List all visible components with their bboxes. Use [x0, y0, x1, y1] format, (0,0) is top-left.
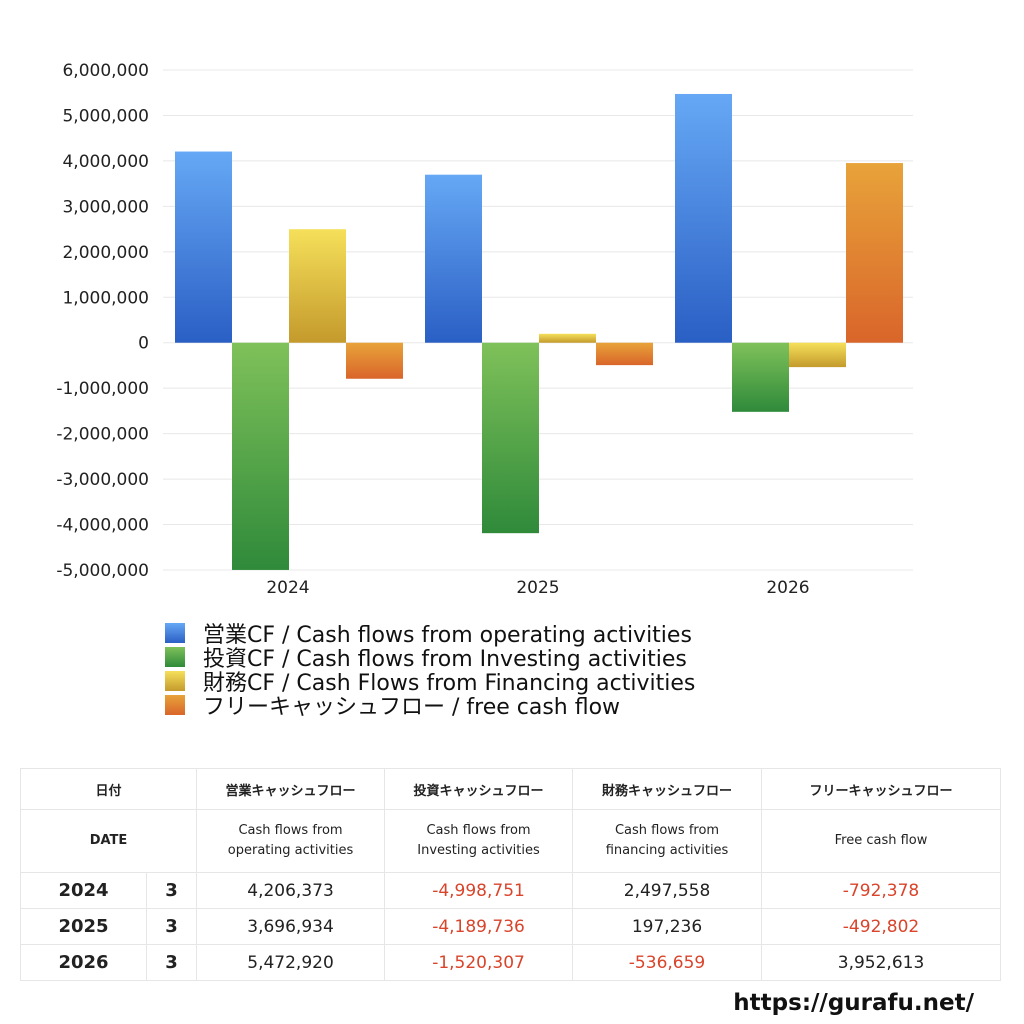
- y-tick-label: -1,000,000: [56, 379, 149, 399]
- x-tick-label: 2026: [766, 578, 809, 598]
- legend-item-financing[interactable]: 財務CF / Cash Flows from Financing activit…: [165, 669, 695, 696]
- x-tick-label: 2024: [266, 578, 309, 598]
- header-investing-en-line2: Investing activities: [417, 843, 540, 858]
- legend-item-investing[interactable]: 投資CF / Cash flows from Investing activit…: [165, 645, 695, 672]
- cell-free: -492,802: [761, 908, 1002, 945]
- header-financing-en: Cash flows from financing activities: [572, 809, 763, 873]
- bar-investing-2025[interactable]: [482, 342, 539, 534]
- y-tick-label: -2,000,000: [56, 425, 149, 445]
- cell-financing: 197,236: [572, 908, 763, 945]
- header-investing-en-line1: Cash flows from: [426, 823, 531, 838]
- y-tick-label: 4,000,000: [62, 152, 149, 172]
- cell-operating: 5,472,920: [196, 944, 386, 981]
- header-free-en: Free cash flow: [761, 809, 1002, 873]
- x-tick-label: 2025: [516, 578, 559, 598]
- y-tick-label: 5,000,000: [62, 106, 149, 126]
- cell-year: 2026: [20, 944, 147, 981]
- table-header-en: DATE Cash flows from operating activities…: [19, 809, 1002, 873]
- cell-year: 2025: [20, 908, 147, 945]
- header-financing-en-line1: Cash flows from: [614, 823, 720, 838]
- cell-month: 3: [145, 944, 198, 981]
- y-tick-label: -4,000,000: [56, 516, 149, 536]
- header-date-en: DATE: [19, 809, 198, 873]
- y-tick-label: -5,000,000: [56, 561, 149, 581]
- bar-financing-2026[interactable]: [789, 342, 846, 368]
- cash-flow-table: 日付 営業キャッシュフロー 投資キャッシュフロー 財務キャッシュフロー フリーキ…: [19, 768, 1002, 981]
- cell-month: 3: [145, 908, 198, 945]
- legend-label-operating: 営業CF / Cash flows from operating activit…: [203, 623, 692, 648]
- cell-financing: -536,659: [572, 944, 763, 981]
- y-tick-label: 6,000,000: [62, 61, 149, 81]
- bar-operating-2024[interactable]: [175, 151, 232, 343]
- y-tick-label: 1,000,000: [62, 288, 149, 308]
- y-tick-label: 2,000,000: [62, 243, 149, 263]
- x-axis-ticks: 2024 2025 2026: [266, 578, 809, 598]
- header-investing-en: Cash flows from Investing activities: [384, 809, 574, 873]
- header-operating-en-line1: Cash flows from: [238, 823, 343, 838]
- bar-operating-2025[interactable]: [425, 174, 482, 343]
- legend: 営業CF / Cash flows from operating activit…: [165, 621, 695, 720]
- bars: [175, 93, 903, 570]
- header-investing-ja: 投資キャッシュフロー: [384, 768, 574, 810]
- legend-swatch-free-cash-flow: [165, 695, 185, 715]
- header-operating-ja: 営業キャッシュフロー: [196, 768, 386, 810]
- legend-swatch-investing: [165, 647, 185, 667]
- legend-swatch-financing: [165, 671, 185, 691]
- cell-investing: -4,998,751: [384, 872, 574, 909]
- legend-item-operating[interactable]: 営業CF / Cash flows from operating activit…: [165, 621, 695, 648]
- y-tick-label: 3,000,000: [62, 197, 149, 217]
- y-tick-label: 0: [138, 334, 149, 354]
- header-date-ja: 日付: [19, 768, 198, 810]
- y-tick-label: -3,000,000: [56, 470, 149, 490]
- legend-swatch-operating: [165, 623, 185, 643]
- bar-financing-2024[interactable]: [289, 229, 346, 343]
- cell-investing: -1,520,307: [384, 944, 574, 981]
- bar-free-cash-flow-2025[interactable]: [596, 342, 653, 366]
- cell-month: 3: [145, 872, 198, 909]
- header-operating-en: Cash flows from operating activities: [196, 809, 386, 873]
- header-financing-en-line2: financing activities: [605, 843, 729, 858]
- bar-operating-2026[interactable]: [675, 93, 732, 343]
- y-axis-ticks: 6,000,000 5,000,000 4,000,000 3,000,000 2,00…: [56, 61, 149, 581]
- cell-financing: 2,497,558: [572, 872, 763, 909]
- bar-free-cash-flow-2024[interactable]: [346, 342, 403, 379]
- site-url[interactable]: https://gurafu.net/: [733, 990, 974, 1016]
- table-row: 2025 3 3,696,934 -4,189,736 197,236 -492…: [20, 908, 1002, 945]
- bar-investing-2024[interactable]: [232, 342, 289, 570]
- table-row: 2026 3 5,472,920 -1,520,307 -536,659 3,9…: [20, 944, 1002, 981]
- header-financing-ja: 財務キャッシュフロー: [572, 768, 763, 810]
- bar-investing-2026[interactable]: [732, 342, 789, 412]
- legend-label-financing: 財務CF / Cash Flows from Financing activit…: [203, 671, 696, 696]
- table-row: 2024 3 4,206,373 -4,998,751 2,497,558 -7…: [20, 872, 1002, 909]
- cell-operating: 4,206,373: [196, 872, 386, 909]
- header-free-ja: フリーキャッシュフロー: [761, 768, 1002, 810]
- header-operating-en-line2: operating activities: [227, 843, 354, 858]
- table-header-ja: 日付 営業キャッシュフロー 投資キャッシュフロー 財務キャッシュフロー フリーキ…: [19, 768, 1002, 810]
- cell-investing: -4,189,736: [384, 908, 574, 945]
- legend-label-investing: 投資CF / Cash flows from Investing activit…: [203, 647, 687, 672]
- cash-flow-bar-chart: 6,000,000 5,000,000 4,000,000 3,000,000 2,00…: [56, 61, 913, 598]
- cell-year: 2024: [20, 872, 147, 909]
- cell-operating: 3,696,934: [196, 908, 386, 945]
- bar-financing-2025[interactable]: [539, 333, 596, 343]
- legend-item-free-cash-flow[interactable]: フリーキャッシュフロー / free cash flow: [165, 693, 695, 720]
- legend-label-free-cash-flow: フリーキャッシュフロー / free cash flow: [203, 695, 621, 720]
- cell-free: 3,952,613: [761, 944, 1002, 981]
- cell-free: -792,378: [761, 872, 1002, 909]
- bar-free-cash-flow-2026[interactable]: [846, 163, 903, 343]
